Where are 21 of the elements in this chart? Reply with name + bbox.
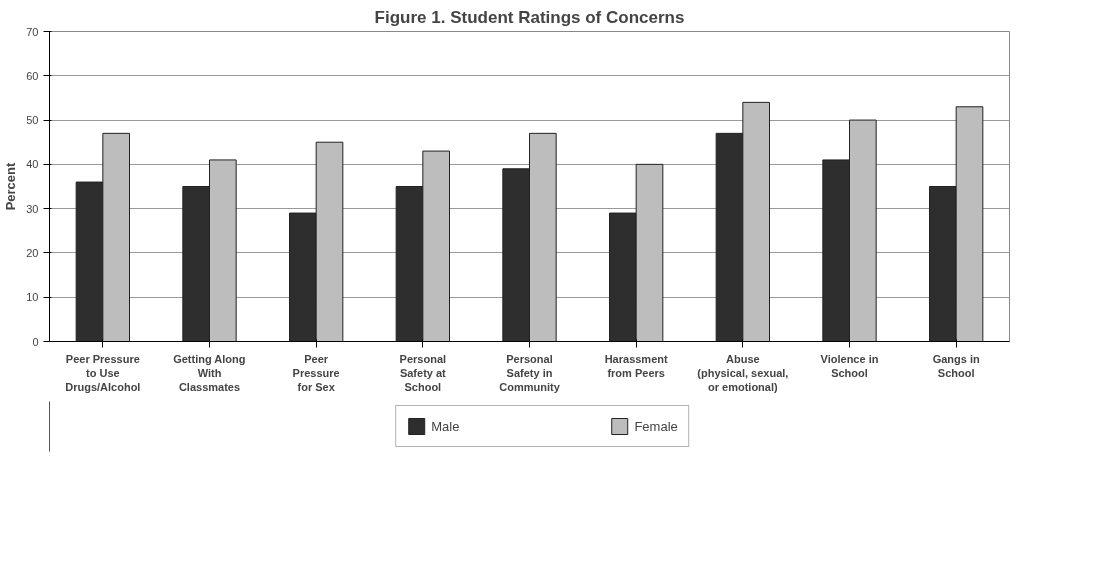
y-tick-label: 0 (32, 335, 39, 348)
x-tick-label: Violence in School (820, 352, 879, 379)
x-tick-label: Abuse (physical, sexual, or emotional) (697, 352, 789, 394)
legend-label: Male (431, 418, 460, 434)
y-tick-label: 10 (26, 291, 39, 304)
x-tick-label: Peer Pressure to Use Drugs/Alcohol (65, 352, 141, 394)
x-tick-label: Harassment from Peers (604, 352, 668, 379)
legend-label: Female (634, 418, 678, 434)
x-tick-label: Gangs in School (932, 352, 980, 379)
y-tick-label: 60 (26, 69, 39, 82)
y-tick-label: 50 (26, 114, 39, 127)
y-tick-label: 20 (26, 246, 39, 259)
x-tick-label: Personal Safety in Community (499, 352, 561, 394)
chart-title: Figure 1. Student Ratings of Concerns (374, 7, 685, 27)
y-tick-label: 70 (26, 25, 39, 38)
y-tick-label: 40 (26, 158, 39, 171)
x-tick-label: Getting Along With Classmates (173, 352, 246, 394)
y-axis-title: Percent (3, 161, 19, 211)
x-tick-label: Peer Pressure for Sex (292, 352, 340, 394)
y-tick-label: 30 (26, 202, 39, 215)
x-tick-label: Personal Safety at School (399, 352, 447, 394)
